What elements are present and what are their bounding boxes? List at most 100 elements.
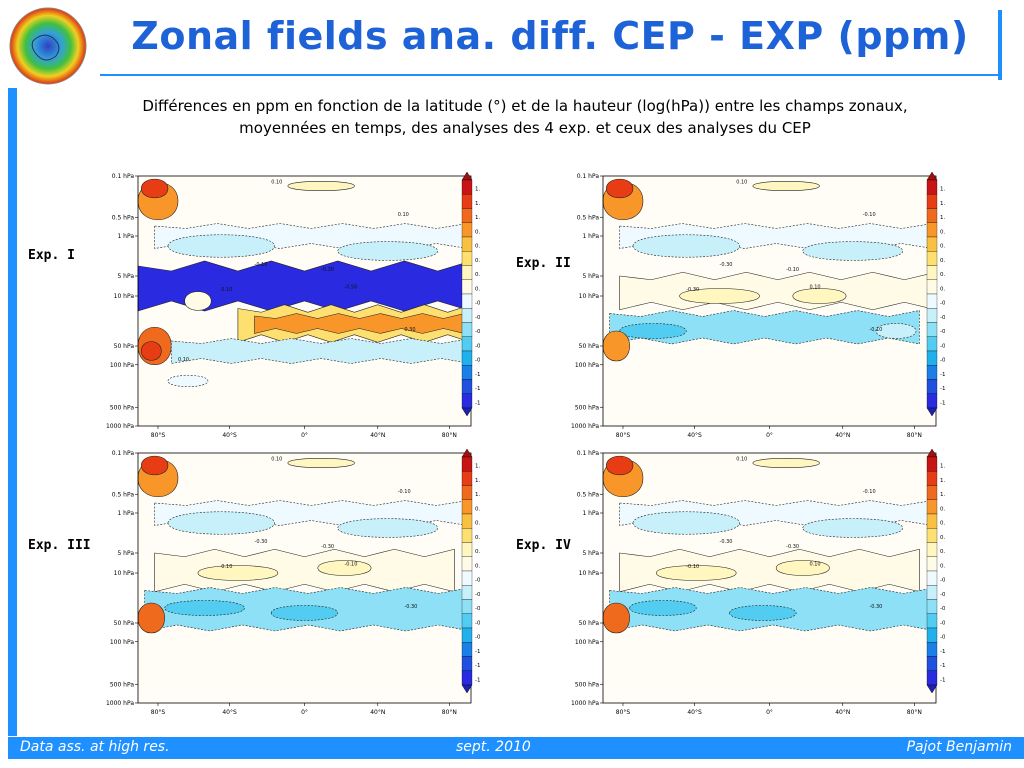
colorbar-swatch (926, 322, 938, 337)
colorbar-label: -0.7 (475, 343, 480, 349)
contour-region (167, 234, 275, 258)
y-tick-label: 0.1 hPa (112, 450, 135, 457)
colorbar-swatch (461, 336, 473, 352)
contour-region (632, 511, 740, 535)
colorbar-label: -0.9 (940, 635, 945, 641)
contour-region (606, 178, 634, 199)
colorbar-label: 1.5 (940, 187, 945, 193)
colorbar-swatch (461, 251, 473, 266)
contour-region (802, 518, 904, 538)
colorbar-label: -1.1 (940, 372, 945, 378)
panel-label-exp-1: Exp. I (28, 248, 75, 263)
colorbar-swatch (926, 279, 938, 295)
colorbar-swatch (461, 471, 473, 486)
colorbar-swatch (461, 236, 473, 252)
x-tick-label: 80°N (442, 709, 457, 716)
y-tick-label: 100 hPa (575, 362, 600, 369)
contour-label: -0.10 (863, 489, 876, 495)
x-tick-label: 80°S (616, 709, 631, 716)
contour-region (602, 602, 630, 634)
colorbar-swatch (926, 365, 938, 380)
colorbar-swatch (926, 642, 938, 657)
subtitle-line-2: moyennées en temps, des analyses des 4 e… (239, 119, 811, 137)
colorbar-label: -0.3 (475, 315, 480, 321)
colorbar-label: 1.1 (940, 215, 945, 221)
panel-label-exp-2: Exp. II (516, 256, 571, 271)
y-tick-label: 500 hPa (110, 681, 135, 688)
y-tick-label: 10 hPa (579, 570, 600, 577)
contour-svg: 0.1 hPa 0.5 hPa 1 hPa 5 hPa 10 hPa 50 hPa 100 … (571, 171, 945, 439)
x-tick-label: 80°N (442, 432, 457, 439)
footer-right: Pajot Benjamin (906, 739, 1012, 755)
colorbar-swatch (926, 670, 938, 686)
contour-region (729, 605, 797, 621)
contour-region (775, 560, 830, 576)
colorbar-swatch (461, 485, 473, 500)
colorbar-swatch (461, 542, 473, 557)
contour-svg: 0.1 hPa 0.5 hPa 1 hPa 5 hPa 10 hPa 50 hPa 100 … (106, 171, 480, 439)
contour-region (167, 375, 209, 387)
colorbar-label: -0.3 (940, 592, 945, 598)
colorbar-swatch (461, 599, 473, 614)
colorbar-label: -1.5 (940, 400, 945, 406)
y-tick-label: 500 hPa (575, 681, 600, 688)
x-tick-label: 40°N (370, 432, 385, 439)
y-tick-label: 100 hPa (110, 362, 135, 369)
colorbar-swatch (926, 599, 938, 614)
contour-svg: 0.1 hPa 0.5 hPa 1 hPa 5 hPa 10 hPa 50 hPa 100 … (106, 448, 480, 716)
y-tick-label: 50 hPa (114, 343, 135, 350)
x-tick-label: 80°S (151, 432, 166, 439)
contour-label: 0.10 (271, 180, 282, 186)
colorbar-swatch (461, 322, 473, 337)
colorbar-label: -0.5 (940, 329, 945, 335)
colorbar-label: 0.1 (475, 286, 480, 292)
colorbar-swatch (461, 456, 473, 472)
contour-region (602, 330, 630, 362)
left-accent-bar (8, 88, 17, 736)
colorbar-swatch (461, 308, 473, 323)
contour-label: -0.30 (321, 544, 334, 550)
y-tick-label: 500 hPa (575, 404, 600, 411)
contour-label: 0.10 (398, 212, 409, 218)
colorbar-label: 1.3 (940, 478, 945, 484)
colorbar-label: 0.3 (940, 272, 945, 278)
colorbar-swatch (926, 456, 938, 472)
colorbar-swatch (926, 485, 938, 500)
colorbar-swatch (461, 179, 473, 195)
colorbar-label: 0.5 (475, 258, 480, 264)
contour-region (197, 565, 279, 581)
y-tick-label: 0.5 hPa (112, 491, 135, 498)
y-tick-label: 1 hPa (582, 233, 599, 240)
colorbar-label: 0.9 (475, 506, 480, 512)
colorbar-label: -0.9 (475, 358, 480, 364)
contour-label: -0.30 (404, 604, 417, 610)
contour-region (164, 600, 245, 616)
contour-region (337, 518, 439, 538)
contour-panel-exp-1: 0.1 hPa 0.5 hPa 1 hPa 5 hPa 10 hPa 50 hPa 100 … (100, 170, 480, 440)
colorbar-swatch (461, 613, 473, 629)
colorbar-swatch (926, 265, 938, 280)
colorbar-swatch (926, 393, 938, 409)
colorbar-bottom-arrow (926, 684, 938, 694)
colorbar-label: -0.9 (475, 635, 480, 641)
colorbar-bottom-arrow (461, 684, 473, 694)
contour-label: 0.10 (271, 457, 282, 463)
colorbar-swatch (461, 194, 473, 209)
colorbar-label: 0.3 (940, 549, 945, 555)
x-tick-label: 40°S (687, 709, 702, 716)
colorbar-label: -0.1 (940, 301, 945, 307)
colorbar-swatch (926, 336, 938, 352)
contour-label: -0.30 (786, 544, 799, 550)
y-tick-label: 0.1 hPa (577, 173, 600, 180)
colorbar-label: 0.1 (940, 286, 945, 292)
y-tick-label: 10 hPa (114, 293, 135, 300)
contour-label: -0.10 (686, 564, 699, 570)
colorbar-label: -1.5 (940, 677, 945, 683)
y-tick-label: 1 hPa (117, 510, 134, 517)
colorbar-label: -1.3 (475, 386, 480, 392)
x-tick-label: 80°S (151, 709, 166, 716)
colorbar-label: 1.5 (940, 464, 945, 470)
colorbar-label: -0.5 (475, 606, 480, 612)
colorbar-swatch (461, 222, 473, 238)
colorbar-swatch (461, 585, 473, 600)
